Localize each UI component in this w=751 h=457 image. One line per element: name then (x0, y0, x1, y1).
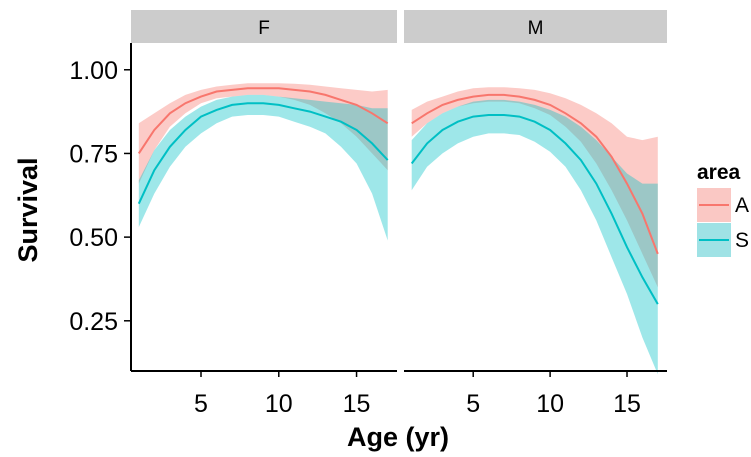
confidence-band-s (411, 99, 658, 375)
y-tick-label: 0.75 (69, 140, 118, 168)
x-tick-label: 5 (194, 390, 208, 418)
x-tick-label: 10 (265, 390, 293, 418)
x-tick-label: 15 (343, 390, 371, 418)
y-tick-label: 0.50 (69, 224, 118, 252)
facet-panel-m: M 5 10 15 (404, 10, 667, 418)
legend-label-a: A (735, 194, 749, 217)
facet-strip-label: M (528, 18, 544, 39)
x-tick-label: 5 (466, 390, 480, 418)
series-line-a (411, 93, 659, 255)
x-tick-label: 10 (536, 390, 564, 418)
facet-panel-f: F 5 10 15 (131, 10, 397, 418)
series-line-s (137, 102, 389, 205)
confidence-band-a (138, 83, 388, 184)
legend-title: area (697, 161, 741, 184)
facet-strip (131, 10, 397, 43)
y-axis: 0.25 0.50 0.75 1.00 (69, 43, 132, 371)
facet-strip-label: F (258, 18, 270, 39)
facet-strip (404, 10, 667, 43)
x-tick-label: 15 (613, 390, 641, 418)
legend: AS (697, 188, 749, 257)
y-tick-label: 0.25 (69, 308, 118, 336)
x-axis-title: Age (yr) (347, 422, 449, 452)
series-line-a (137, 87, 389, 154)
y-tick-label: 1.00 (69, 57, 118, 85)
y-axis-title: Survival (13, 157, 43, 262)
series-line-s (410, 114, 659, 305)
confidence-band-s (138, 94, 388, 241)
legend-label-s: S (735, 229, 749, 252)
